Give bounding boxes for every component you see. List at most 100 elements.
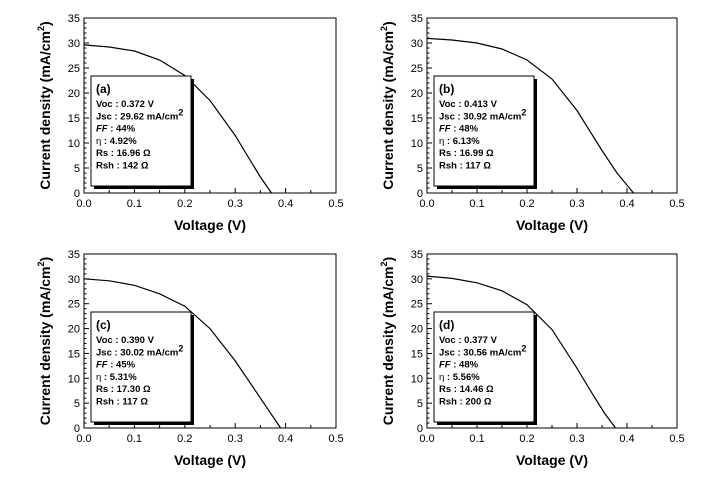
x-tick-label: 0.3 — [569, 198, 584, 210]
ff-label: FF — [96, 360, 108, 371]
ff-label: FF — [439, 360, 451, 371]
ff-value: : 48% — [451, 360, 479, 371]
y-tick-label: 5 — [74, 163, 80, 175]
y-tick-label: 5 — [417, 398, 423, 410]
y-tick-label: 35 — [68, 249, 80, 261]
y-tick-label: 0 — [417, 423, 423, 435]
rsh-text: Rsh : 117 Ω — [96, 397, 148, 408]
x-tick-label: 0.4 — [619, 198, 634, 210]
ff-value: : 48% — [451, 124, 479, 135]
y-axis-label-end: ) — [380, 21, 396, 26]
y-tick-label: 10 — [411, 138, 423, 150]
voc-text: Voc : 0.413 V — [439, 99, 498, 110]
jsc-sup: 2 — [521, 107, 526, 117]
y-axis-label-end: ) — [37, 21, 53, 26]
y-axis-label: Current density (mA/cm2) — [379, 257, 396, 425]
y-tick-label: 20 — [411, 324, 423, 336]
x-axis-label: Voltage (V) — [174, 452, 246, 468]
ff-text: FF : 44% — [96, 124, 136, 135]
panel-label: (c) — [96, 318, 111, 332]
x-axis-label: Voltage (V) — [516, 452, 588, 468]
y-axis-label-main: Current density (mA/cm — [380, 266, 396, 425]
chart-panel-4: 0.0 0.1 0.2 0.3 0.4 0.5 0 5 10 15 20 25 30 35 Voltage … — [379, 249, 685, 468]
x-tick-label: 0.5 — [669, 433, 684, 445]
rsh-text: Rsh : 142 Ω — [96, 161, 149, 172]
rs-text: Rs : 17.30 Ω — [96, 384, 151, 395]
ff-text: FF : 45% — [96, 360, 136, 371]
ff-label: FF — [439, 124, 451, 135]
x-axis-label: Voltage (V) — [174, 217, 246, 233]
jsc-main: Jsc : 30.56 mA/cm — [439, 347, 521, 358]
chart-panel-2: 0.0 0.1 0.2 0.3 0.4 0.5 0 5 10 15 20 25 30 35 Voltage … — [379, 13, 685, 233]
rs-text: Rs : 16.99 Ω — [439, 148, 494, 159]
rs-text: Rs : 16.96 Ω — [96, 148, 151, 159]
y-tick-label: 0 — [74, 423, 80, 435]
voc-text: Voc : 0.390 V — [96, 335, 155, 346]
rsh-text: Rsh : 200 Ω — [439, 397, 492, 408]
x-tick-label: 0.1 — [127, 433, 142, 445]
y-axis-label-sup: 2 — [36, 261, 46, 266]
panel-label: (a) — [96, 82, 111, 96]
y-axis-label-sup: 2 — [379, 26, 389, 31]
jsc-sup: 2 — [178, 343, 183, 353]
x-tick-label: 0.3 — [228, 433, 243, 445]
ff-text: FF : 48% — [439, 124, 479, 135]
y-axis-label-main: Current density (mA/cm — [37, 266, 53, 425]
eta-label: η — [96, 136, 101, 147]
panel-label: (d) — [439, 318, 454, 332]
y-tick-label: 10 — [68, 138, 80, 150]
jsc-text: Jsc : 29.62 mA/cm2 — [96, 107, 183, 122]
x-tick-label: 0.4 — [278, 433, 293, 445]
voc-text: Voc : 0.377 V — [439, 335, 498, 346]
y-tick-label: 15 — [68, 113, 80, 125]
eta-text: η : 5.56% — [439, 372, 480, 383]
jsc-text: Jsc : 30.02 mA/cm2 — [96, 343, 183, 358]
jsc-sup: 2 — [178, 107, 183, 117]
eta-value: : 5.56% — [444, 372, 480, 383]
jv-curve — [426, 37, 634, 194]
y-axis-label: Current density (mA/cm2) — [379, 21, 396, 189]
y-tick-label: 15 — [411, 348, 423, 360]
eta-value: : 5.31% — [101, 372, 137, 383]
chart-panel-1: 0.0 0.1 0.2 0.3 0.4 0.5 0 5 10 15 20 25 30 35 Voltage … — [36, 13, 344, 233]
x-tick-label: 0.2 — [177, 433, 192, 445]
y-tick-label: 35 — [68, 13, 80, 25]
y-tick-label: 25 — [68, 63, 80, 75]
y-tick-label: 35 — [411, 13, 423, 25]
y-tick-label: 20 — [68, 324, 80, 336]
y-tick-label: 25 — [68, 299, 80, 311]
rs-text: Rs : 14.46 Ω — [439, 384, 494, 395]
jsc-text: Jsc : 30.56 mA/cm2 — [439, 343, 526, 358]
eta-value: : 6.13% — [444, 136, 480, 147]
x-tick-label: 0.0 — [76, 433, 91, 445]
y-tick-label: 20 — [68, 88, 80, 100]
param-box — [90, 311, 192, 423]
voc-text: Voc : 0.372 V — [96, 99, 155, 110]
y-tick-label: 0 — [74, 188, 80, 200]
x-tick-label: 0.0 — [419, 198, 434, 210]
chart-panel-3: 0.0 0.1 0.2 0.3 0.4 0.5 0 5 10 15 20 25 30 35 Voltage … — [36, 249, 344, 468]
jv-curve — [83, 44, 272, 194]
jsc-main: Jsc : 30.02 mA/cm — [96, 347, 178, 358]
y-tick-label: 30 — [68, 38, 80, 50]
y-axis-label-main: Current density (mA/cm — [37, 31, 53, 190]
param-box — [433, 75, 535, 187]
eta-label: η — [439, 136, 444, 147]
y-tick-label: 5 — [417, 163, 423, 175]
y-tick-label: 0 — [417, 188, 423, 200]
jsc-text: Jsc : 30.92 mA/cm2 — [439, 107, 526, 122]
x-tick-label: 0.2 — [177, 198, 192, 210]
x-tick-label: 0.5 — [669, 198, 684, 210]
eta-text: η : 4.92% — [96, 136, 137, 147]
jv-curve — [426, 275, 616, 429]
x-axis-label: Voltage (V) — [516, 217, 588, 233]
eta-text: η : 5.31% — [96, 372, 137, 383]
y-tick-label: 35 — [411, 249, 423, 261]
x-tick-label: 0.0 — [76, 198, 91, 210]
x-tick-label: 0.2 — [519, 198, 534, 210]
eta-value: : 4.92% — [101, 136, 137, 147]
x-tick-label: 0.4 — [619, 433, 634, 445]
y-axis-label: Current density (mA/cm2) — [36, 21, 53, 189]
y-tick-label: 25 — [411, 63, 423, 75]
